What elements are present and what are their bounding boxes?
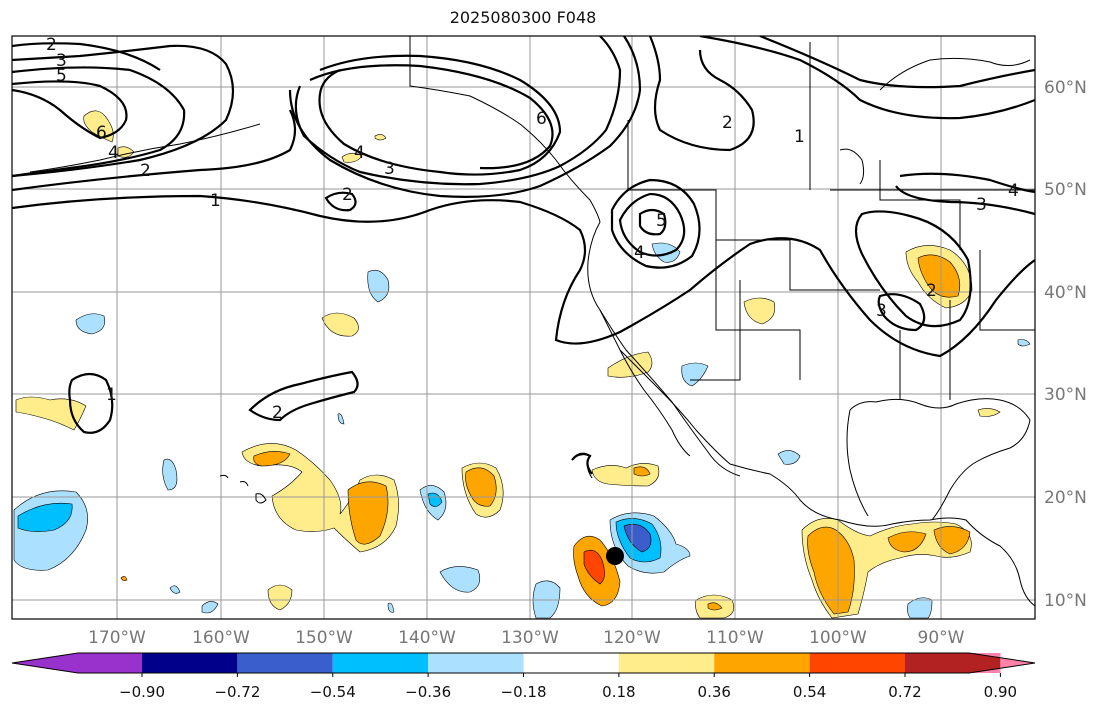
- colorbar-segment: [523, 653, 619, 673]
- map-background: [12, 36, 1035, 619]
- lon-label: 100°W: [809, 628, 867, 648]
- colorbar-segment: [237, 653, 333, 673]
- contour-label: 2: [140, 161, 151, 181]
- lon-label: 110°W: [706, 628, 764, 648]
- map-frame: [11, 35, 1036, 620]
- colorbar-segment: [618, 653, 715, 673]
- graticule: [12, 36, 1035, 619]
- colorbar-tick-label: 0.72: [888, 683, 921, 701]
- colorbar-segment: [428, 653, 524, 673]
- contour-label: 2: [342, 185, 353, 205]
- contour-label: 3: [384, 159, 395, 179]
- colorbar-tick-label: −0.54: [310, 683, 356, 701]
- colorbar-segment: [905, 653, 1001, 673]
- colorbar-tick-label: −0.36: [405, 683, 451, 701]
- lat-label: 10°N: [1044, 591, 1087, 611]
- lat-label: 50°N: [1044, 180, 1087, 200]
- lon-label: 160°W: [192, 628, 250, 648]
- contour-label: 2: [46, 35, 57, 55]
- contour-label: 2: [926, 281, 937, 301]
- colorbar-segment: [142, 653, 238, 673]
- colorbar: −0.90 −0.72 −0.54 −0.36 −0.18 0.18 0.36 0.54 0.7…: [11, 652, 1036, 701]
- latitude-labels: 10°N 20°N 30°N 40°N 50°N 60°N: [1044, 78, 1087, 611]
- lon-label: 150°W: [295, 628, 353, 648]
- lat-label: 40°N: [1044, 283, 1087, 303]
- contour-label: 1: [106, 385, 117, 405]
- contour-label: 5: [56, 66, 67, 86]
- contour-label: 4: [354, 143, 365, 163]
- storm-position-marker: [606, 547, 624, 565]
- contour-label: 2: [722, 113, 733, 133]
- colorbar-tick-label: −0.90: [119, 683, 165, 701]
- colorbar-tick-label: 0.90: [984, 683, 1017, 701]
- colorbar-tick-label: 0.36: [698, 683, 731, 701]
- colorbar-tick-label: 0.54: [793, 683, 826, 701]
- longitude-labels: 170°W 160°W 150°W 140°W 130°W 120°W 110°…: [88, 628, 965, 648]
- colorbar-segment: [969, 653, 1035, 673]
- contour-label: 3: [976, 195, 987, 215]
- lon-label: 170°W: [88, 628, 146, 648]
- contour-label: 3: [876, 301, 887, 321]
- contour-label: 4: [634, 243, 645, 263]
- colorbar-segment: [12, 653, 142, 673]
- lon-label: 130°W: [501, 628, 559, 648]
- colorbar-segment: [714, 653, 810, 673]
- contour-label: 5: [656, 211, 667, 231]
- contour-label: 2: [272, 403, 283, 423]
- contour-label: 6: [536, 109, 547, 129]
- lon-label: 90°W: [918, 628, 965, 648]
- coastlines: [29, 36, 1035, 607]
- colorbar-outline: [11, 652, 1036, 674]
- contour-labels: 2 3 5 6 4 2 1 2 6 4 3 2 1 2 5 4 1 3 4 2 …: [46, 35, 1019, 423]
- map-title: 2025080300 F048: [449, 8, 597, 27]
- lat-label: 30°N: [1044, 385, 1087, 405]
- contour-label: 1: [794, 127, 805, 147]
- contour-label: 3: [56, 51, 67, 71]
- lon-label: 140°W: [398, 628, 456, 648]
- colorbar-segment: [332, 653, 429, 673]
- colorbar-segment: [809, 653, 905, 673]
- contour-label: 4: [1008, 181, 1019, 201]
- lat-label: 20°N: [1044, 488, 1087, 508]
- contours: [12, 36, 1035, 475]
- contour-label: 1: [210, 191, 221, 211]
- colorbar-tick-label: −0.18: [501, 683, 547, 701]
- colorbar-tick-label: 0.18: [602, 683, 635, 701]
- contour-label: 4: [108, 143, 119, 163]
- contour-label: 6: [96, 123, 107, 143]
- lat-label: 60°N: [1044, 78, 1087, 98]
- colorbar-tick-label: −0.72: [214, 683, 260, 701]
- lon-label: 120°W: [603, 628, 661, 648]
